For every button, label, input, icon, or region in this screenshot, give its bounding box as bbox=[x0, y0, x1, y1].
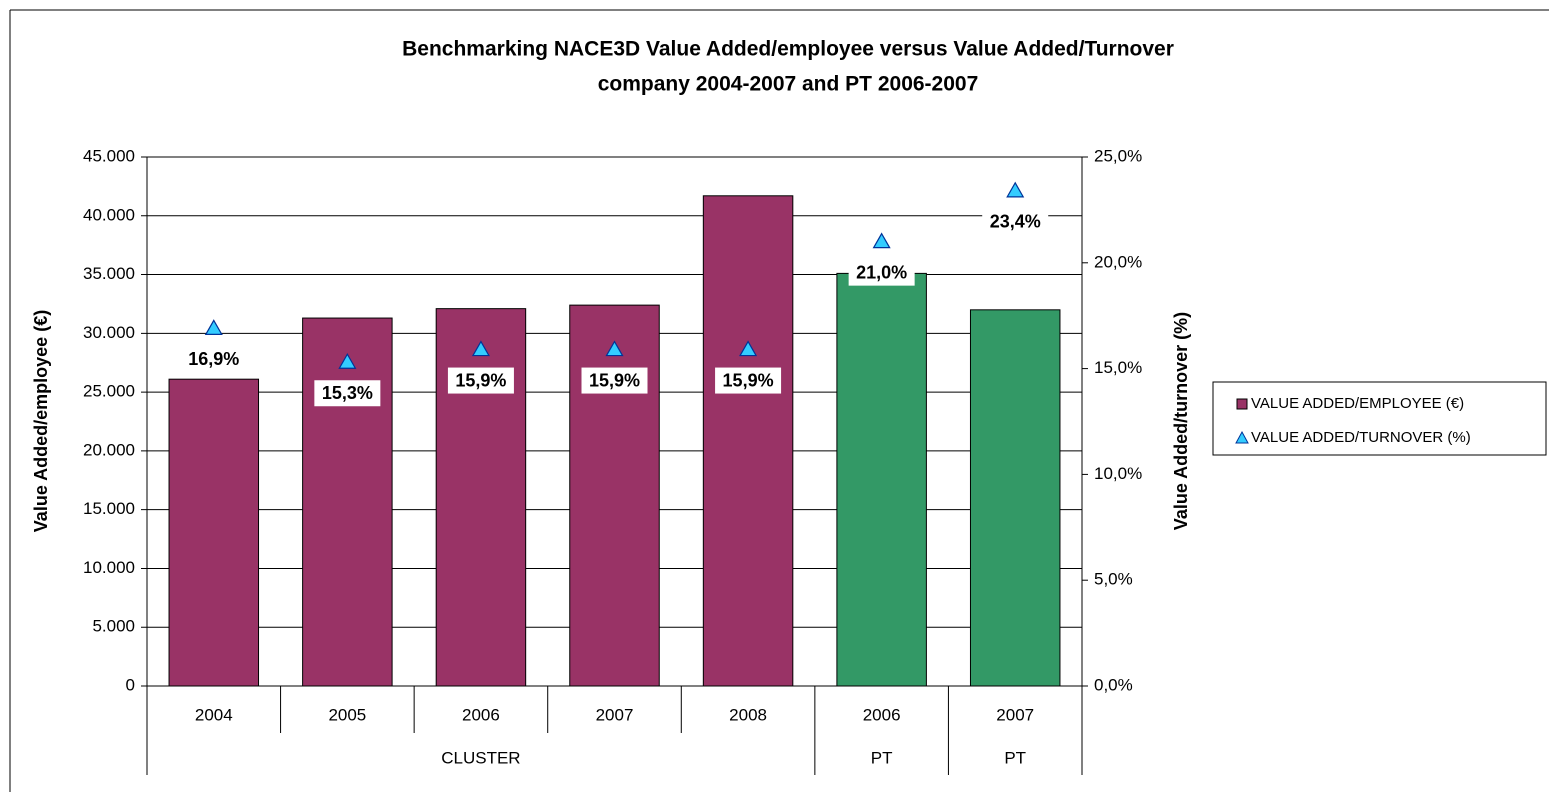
x-tick-label: 2007 bbox=[596, 705, 634, 724]
marker bbox=[338, 353, 357, 369]
chart-title: Benchmarking NACE3D Value Added/employee… bbox=[402, 38, 1174, 61]
value-label-bg bbox=[848, 259, 915, 286]
y-axis-title: Value Added/employee (€) bbox=[31, 310, 51, 532]
bar bbox=[302, 317, 393, 687]
group-label: PT bbox=[871, 748, 893, 767]
marker bbox=[1006, 181, 1025, 198]
value-label: 15,9% bbox=[455, 370, 506, 390]
y-tick-label: 30.000 bbox=[83, 323, 135, 342]
legend-label: VALUE ADDED/EMPLOYEE (€) bbox=[1251, 395, 1464, 412]
value-label: 16,9% bbox=[188, 349, 239, 369]
legend-box bbox=[1212, 381, 1547, 456]
x-tick-label: 2006 bbox=[863, 705, 901, 724]
value-label: 15,9% bbox=[723, 370, 774, 390]
bar bbox=[569, 304, 660, 687]
x-tick-label: 2004 bbox=[195, 705, 233, 724]
y-tick-label: 40.000 bbox=[83, 205, 135, 224]
chart-title: company 2004-2007 and PT 2006-2007 bbox=[598, 73, 979, 96]
marker bbox=[204, 319, 223, 335]
group-label: CLUSTER bbox=[441, 748, 520, 767]
bar bbox=[969, 309, 1061, 687]
legend-swatch bbox=[1235, 430, 1249, 444]
legend-swatch bbox=[1236, 398, 1248, 410]
value-label-bg bbox=[581, 367, 648, 394]
y-tick-label: 0 bbox=[126, 675, 135, 694]
y-tick-label: 10.000 bbox=[83, 558, 135, 577]
bar bbox=[168, 378, 260, 687]
y-tick-label: 20.000 bbox=[83, 440, 135, 459]
y2-tick-label: 0,0% bbox=[1094, 675, 1133, 694]
bar bbox=[836, 272, 927, 687]
group-label: PT bbox=[1004, 748, 1026, 767]
marker bbox=[739, 340, 758, 357]
value-label-bg bbox=[447, 367, 514, 394]
y2-tick-label: 5,0% bbox=[1094, 570, 1133, 589]
y2-tick-label: 25,0% bbox=[1094, 146, 1142, 165]
y2-tick-label: 20,0% bbox=[1094, 252, 1142, 271]
legend-label: VALUE ADDED/TURNOVER (%) bbox=[1251, 429, 1471, 446]
value-label: 21,0% bbox=[856, 262, 907, 282]
value-label: 15,9% bbox=[589, 370, 640, 390]
y2-axis-title: Value Added/turnover (%) bbox=[1171, 312, 1191, 530]
y2-tick-label: 15,0% bbox=[1094, 358, 1142, 377]
value-label: 15,3% bbox=[322, 383, 373, 403]
x-tick-label: 2008 bbox=[729, 705, 767, 724]
marker bbox=[471, 340, 490, 357]
x-tick-label: 2006 bbox=[462, 705, 500, 724]
bar bbox=[702, 195, 794, 687]
value-label-bg bbox=[180, 346, 247, 373]
y-tick-label: 45.000 bbox=[83, 146, 135, 165]
value-label-bg bbox=[982, 208, 1049, 235]
marker bbox=[605, 340, 624, 357]
marker bbox=[872, 232, 891, 249]
x-tick-label: 2005 bbox=[328, 705, 366, 724]
y-tick-label: 35.000 bbox=[83, 264, 135, 283]
y-tick-label: 5.000 bbox=[92, 617, 135, 636]
value-label-bg bbox=[715, 367, 782, 394]
y-tick-label: 25.000 bbox=[83, 382, 135, 401]
value-label: 23,4% bbox=[990, 212, 1041, 232]
value-label-bg bbox=[314, 380, 381, 407]
y-tick-label: 15.000 bbox=[83, 499, 135, 518]
x-tick-label: 2007 bbox=[996, 705, 1034, 724]
y2-tick-label: 10,0% bbox=[1094, 464, 1142, 483]
bar bbox=[435, 308, 527, 687]
